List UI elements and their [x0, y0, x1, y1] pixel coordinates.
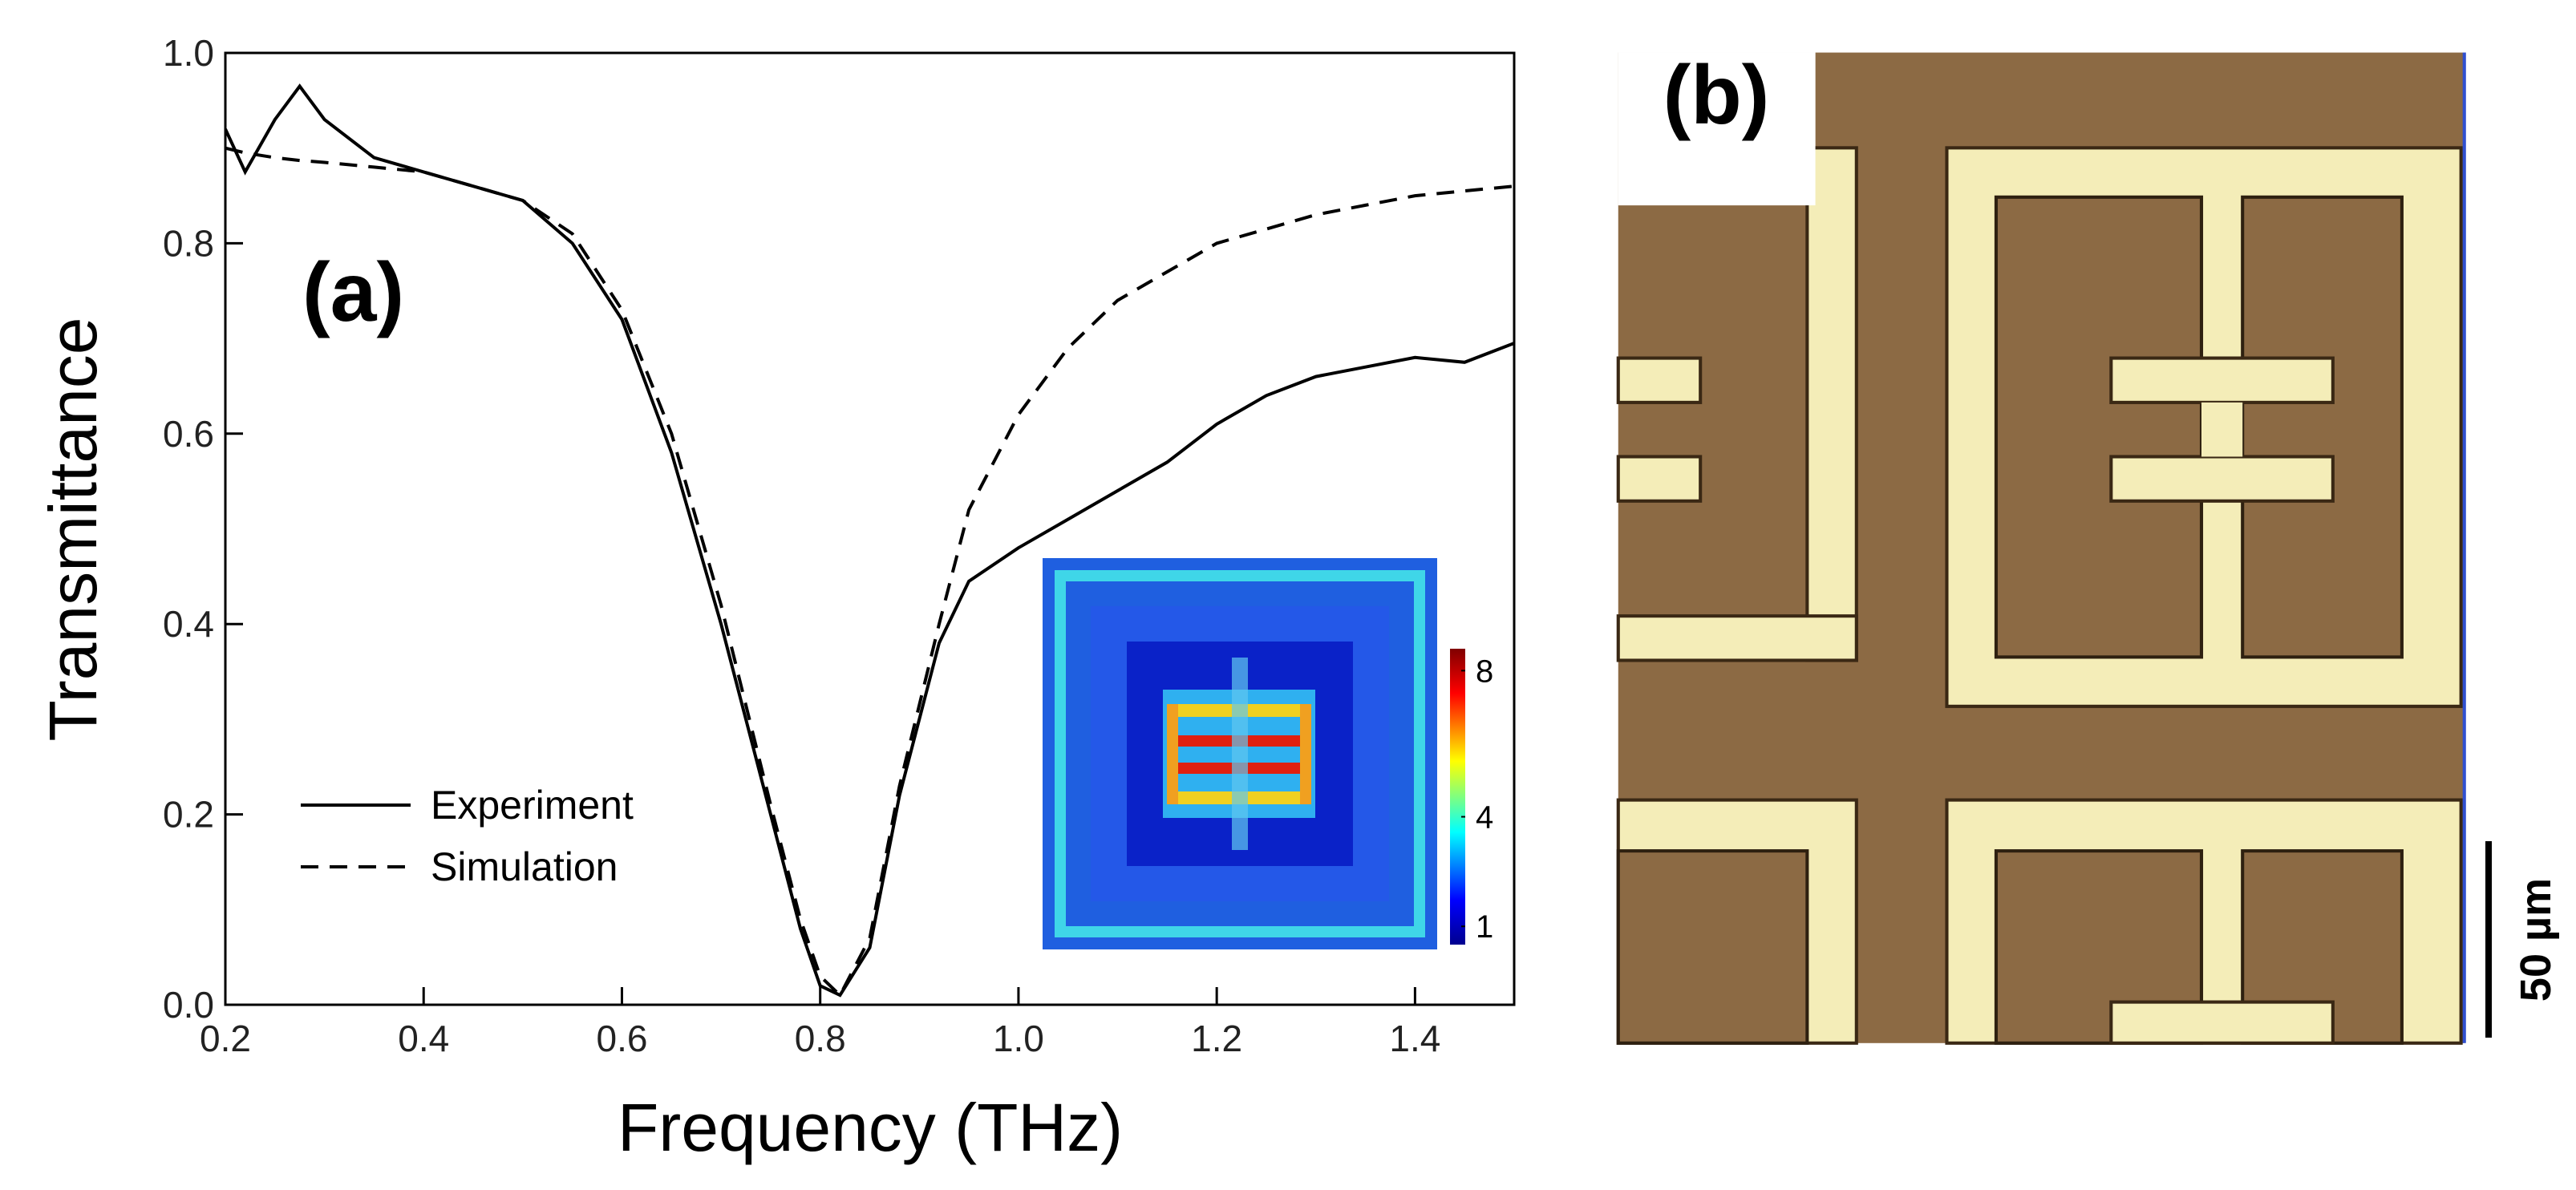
x-tick-label: 1.0	[993, 1018, 1044, 1059]
micrograph	[1616, 52, 2466, 1045]
series-layer	[225, 83, 1514, 998]
x-tick-label: 1.4	[1389, 1018, 1440, 1059]
panel-label: (a)	[302, 246, 404, 339]
x-tick-label: 0.2	[200, 1018, 251, 1059]
x-tick-label: 0.6	[596, 1018, 647, 1059]
x-axis-title: Frequency (THz)	[618, 1090, 1123, 1165]
y-tick-label: 1.0	[163, 32, 214, 74]
y-tick-label: 0.4	[163, 603, 214, 645]
colorbar-tick-label: 4	[1476, 800, 1493, 836]
y-tick-label: 0.0	[163, 984, 214, 1026]
x-tick-label: 0.4	[398, 1018, 449, 1059]
data-line	[225, 146, 1514, 998]
y-tick-label: 0.6	[163, 413, 214, 455]
plot-frame	[224, 51, 1516, 1006]
inset-field-map	[1043, 558, 1437, 949]
colorbar-tick-label: 1	[1476, 909, 1493, 945]
data-line	[225, 83, 1514, 998]
panel-label: (b)	[1663, 49, 1770, 142]
colorbar	[1450, 649, 1465, 945]
legend-label: Experiment	[431, 783, 634, 828]
y-tick-label: 0.2	[163, 794, 214, 836]
scale-bar-label: 50 µm	[2512, 878, 2560, 1002]
x-tick-label: 0.8	[795, 1018, 846, 1059]
legend-label: Simulation	[431, 844, 618, 889]
colorbar-tick-label: 8	[1476, 654, 1493, 689]
y-tick-label: 0.8	[163, 222, 214, 264]
x-tick-label: 1.2	[1191, 1018, 1242, 1059]
y-axis-title: Transmittance	[35, 317, 111, 741]
